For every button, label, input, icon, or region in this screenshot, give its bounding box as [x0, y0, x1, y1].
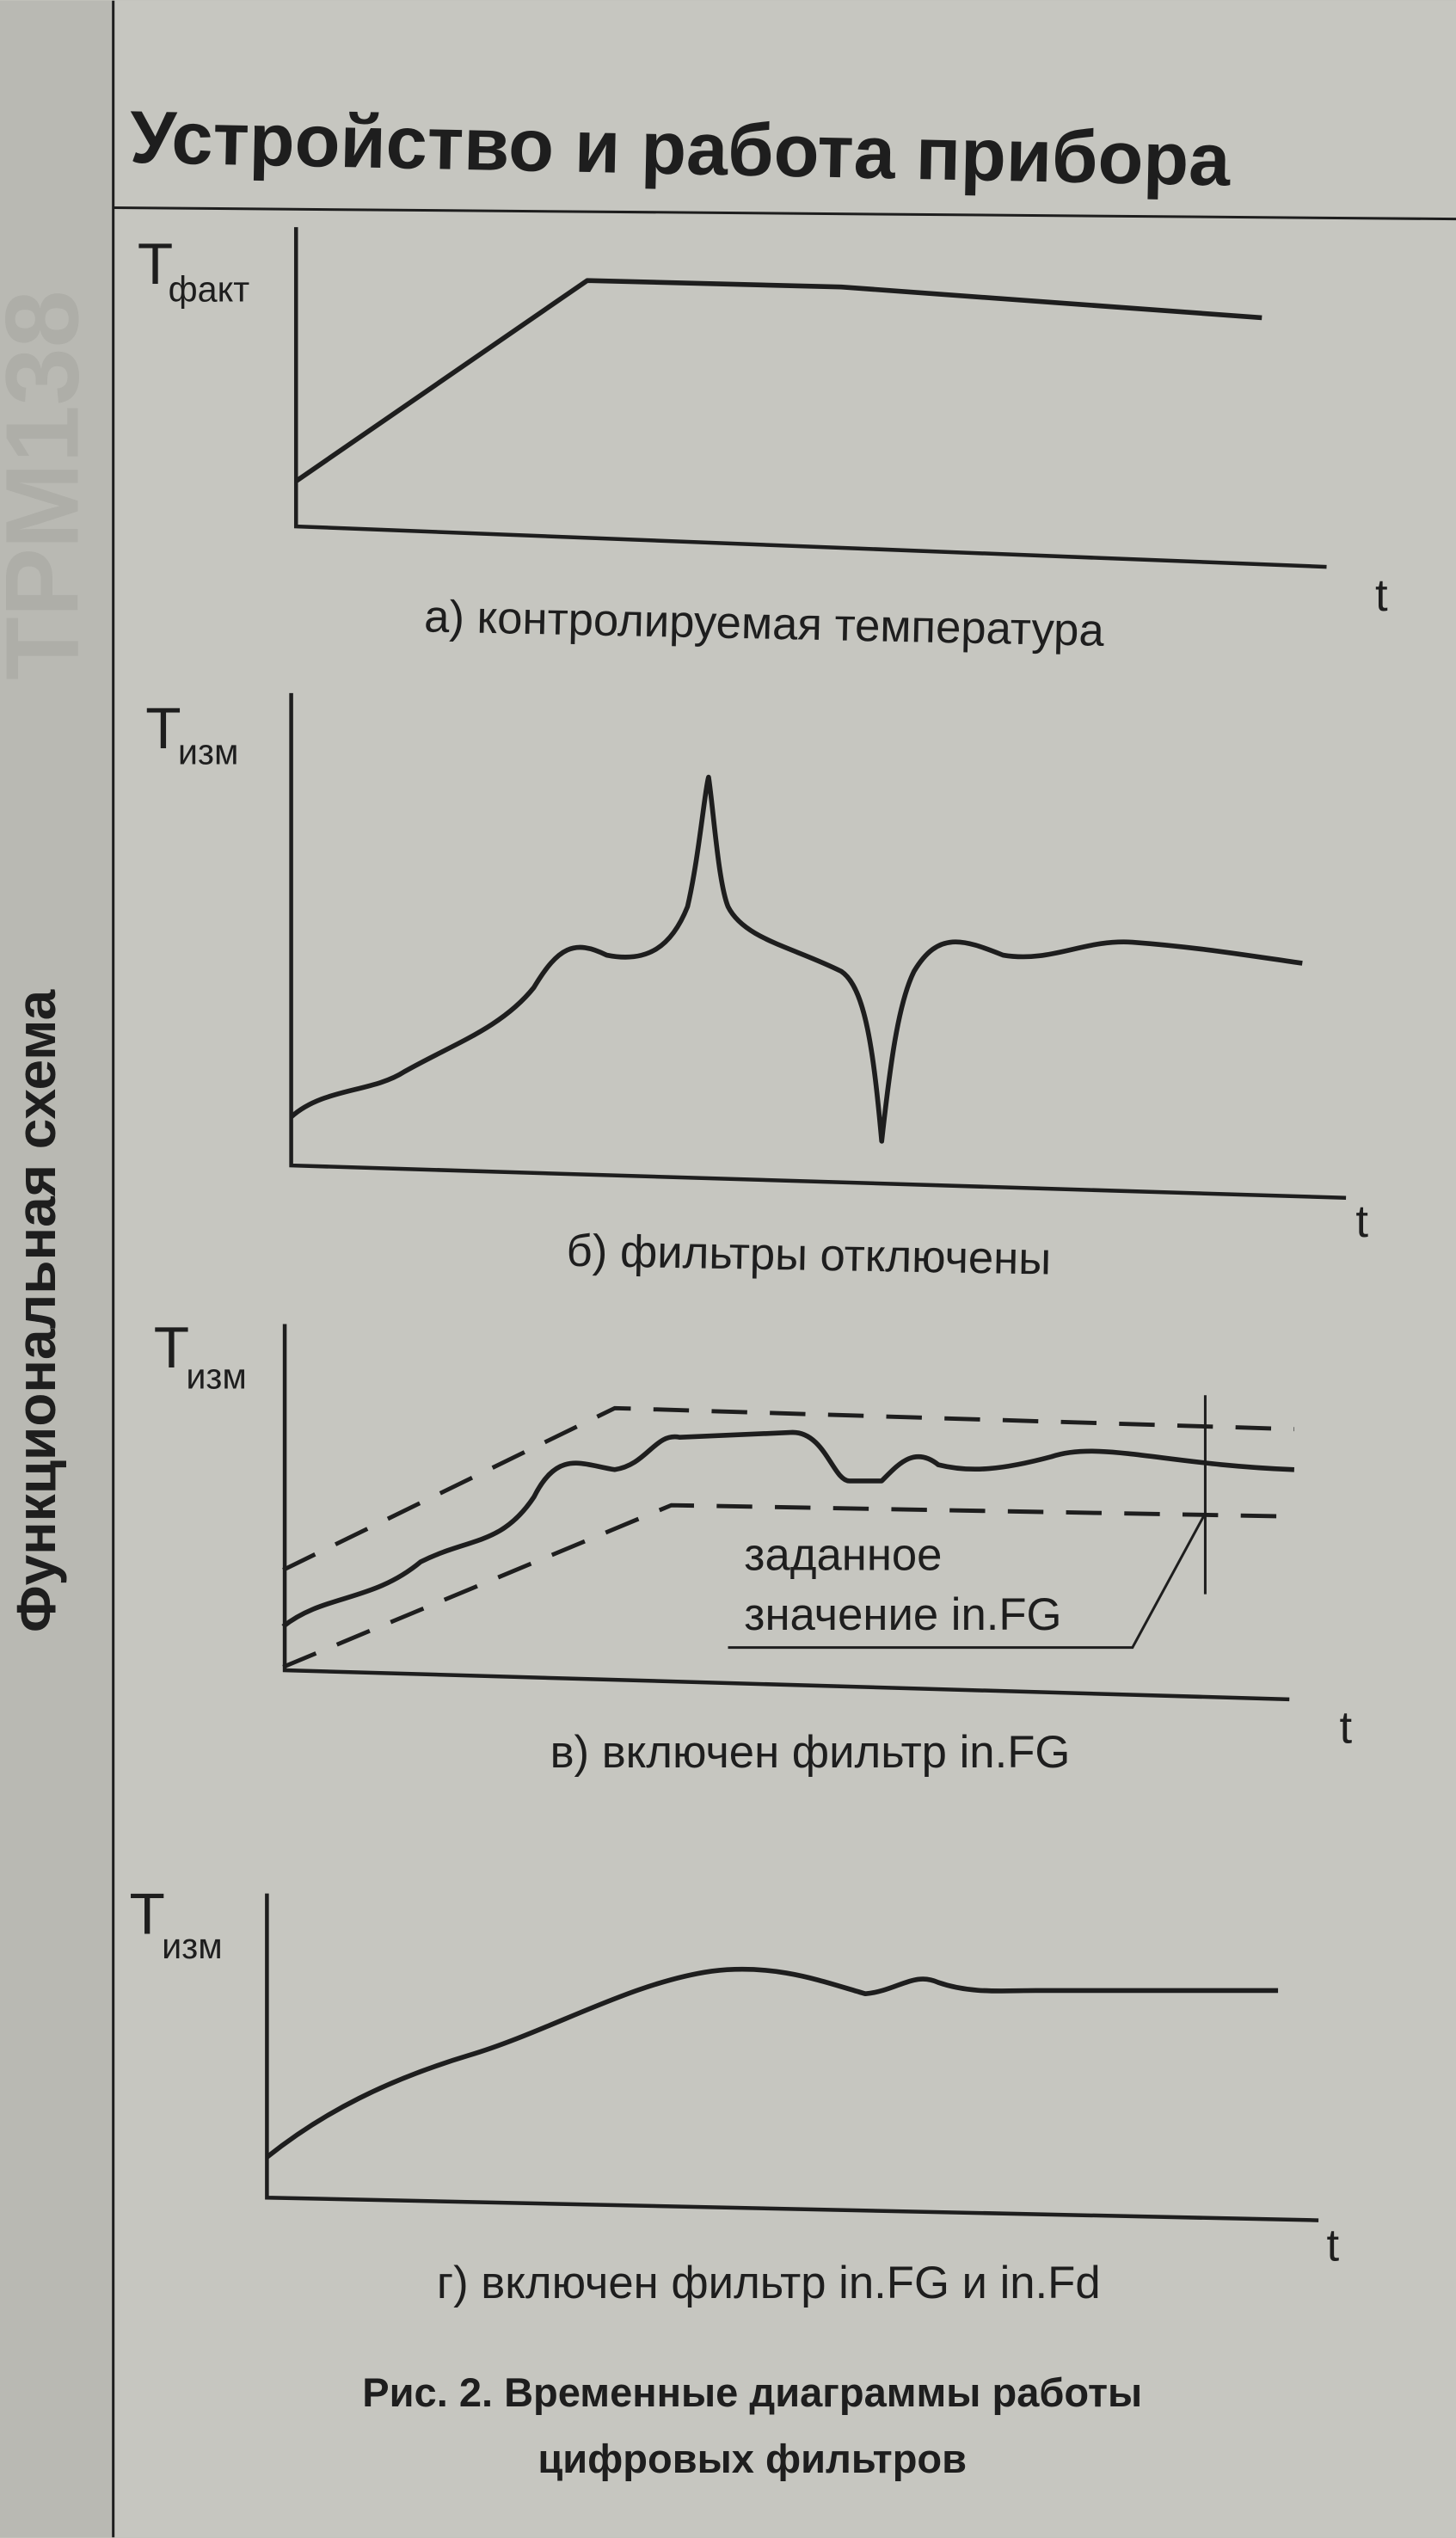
figure-caption: цифровых фильтров: [538, 2436, 967, 2481]
panel-d: Т изм t г) включен фильтр in.FG и in.Fd: [129, 1883, 1339, 2308]
model-watermark: ТРМ138: [0, 290, 100, 679]
lower-band: [282, 1503, 1294, 1669]
axis-subscript: изм: [178, 733, 239, 772]
curve: [294, 278, 1262, 483]
axes: [282, 1324, 1290, 1702]
curve: [281, 1429, 1294, 1629]
upper-band: [282, 1405, 1294, 1572]
panel-caption: в) включен фильтр in.FG: [550, 1727, 1071, 1778]
annotation-leader: [728, 1512, 1207, 1650]
panel-c: заданное значение in.FG Т изм t в) включ…: [154, 1316, 1353, 1778]
axis-symbol: Т: [145, 697, 181, 761]
axis-symbol: Т: [154, 1316, 189, 1380]
annotation: заданное: [744, 1529, 942, 1580]
x-label: t: [1375, 570, 1388, 621]
curve: [265, 1966, 1279, 2160]
axes: [293, 227, 1327, 569]
axis-subscript: изм: [186, 1357, 247, 1397]
axes: [289, 692, 1347, 1200]
margin-strip: [0, 0, 114, 2538]
axis-subscript: факт: [169, 270, 250, 310]
section-label: Функциональная схема: [5, 989, 67, 1632]
panel-caption: г) включен фильтр in.FG и in.Fd: [437, 2258, 1101, 2308]
x-label: t: [1340, 1703, 1353, 1754]
curve: [289, 774, 1303, 1144]
x-label: t: [1355, 1196, 1368, 1247]
x-label: t: [1327, 2221, 1340, 2271]
axis-symbol: Т: [129, 1883, 164, 1947]
axis-symbol: Т: [138, 232, 173, 297]
annotation: значение in.FG: [744, 1589, 1061, 1640]
axis-subscript: изм: [162, 1927, 223, 1966]
panel-caption: б) фильтры отключены: [566, 1226, 1052, 1285]
axes: [265, 1893, 1319, 2222]
header-rule: [113, 206, 1456, 221]
panel-b: Т изм t б) фильтры отключены: [145, 692, 1368, 1285]
figure-caption: Рис. 2. Временные диаграммы работы: [362, 2369, 1142, 2415]
